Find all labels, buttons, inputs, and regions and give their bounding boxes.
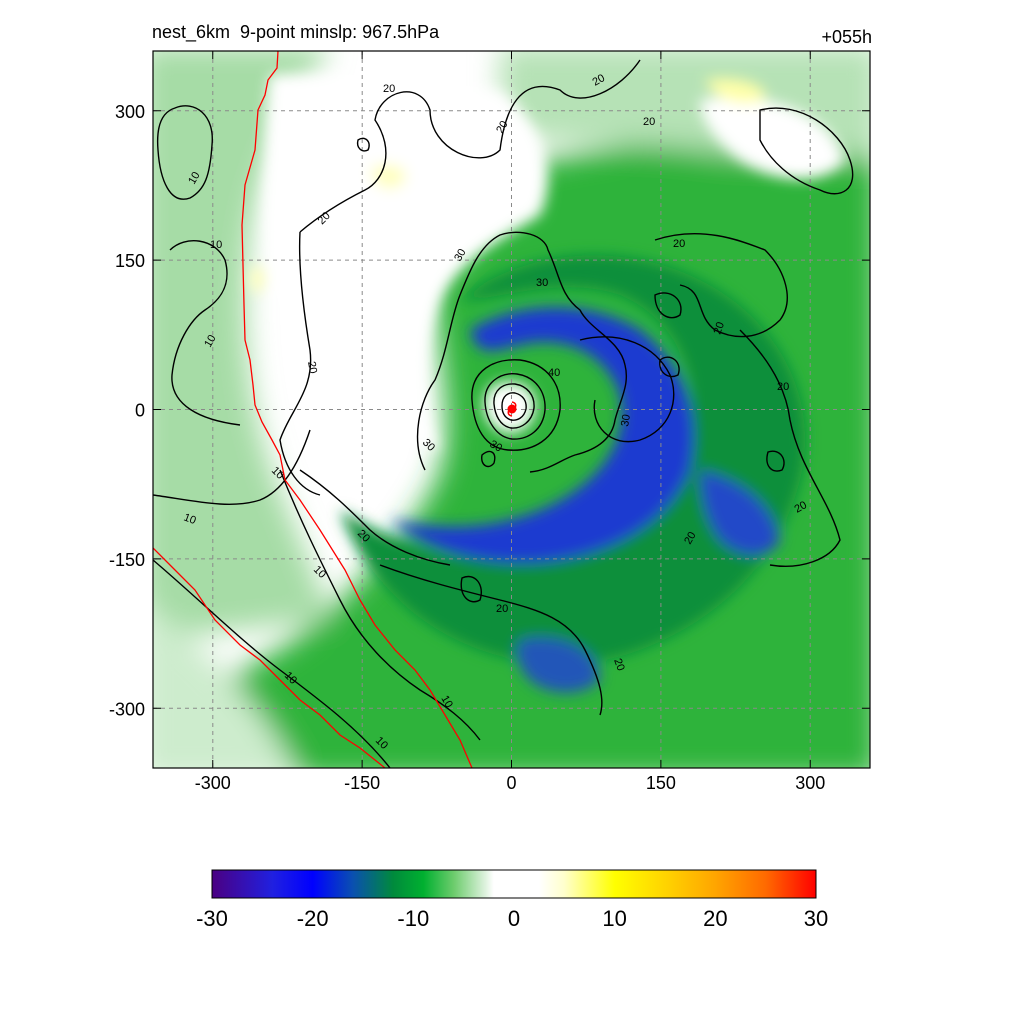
contour-label-20: 20 <box>494 119 511 136</box>
contour-10-south-left <box>153 559 391 768</box>
coastline-south <box>153 547 386 768</box>
x-tick-label: -150 <box>344 773 380 793</box>
y-tick-label: 300 <box>115 102 145 122</box>
contour-10-southwest <box>153 429 311 505</box>
contour-10-west <box>169 240 241 426</box>
contour-label-30: 30 <box>452 247 469 264</box>
colorbar: -30 -20 -10 0 10 20 30 <box>196 869 828 931</box>
contour-20-south <box>379 564 603 716</box>
y-tick-label: 0 <box>135 401 145 421</box>
y-axis: 300 150 0 -150 -300 <box>109 102 870 719</box>
contour-labels: 10 10 10 20 20 20 20 20 20 20 20 20 20 2… <box>182 72 809 752</box>
south-blue-patch <box>516 637 600 693</box>
inner-white-region <box>263 73 548 450</box>
plot-title: nest_6km 9-point minslp: 967.5hPa <box>152 22 440 42</box>
contour-20-east <box>654 233 788 338</box>
colorbar-tick-label: 30 <box>804 906 828 931</box>
contour-20-east-lower <box>739 329 841 567</box>
contours <box>153 59 854 768</box>
yellow-patch-north <box>705 78 766 104</box>
contour-label-30: 30 <box>619 413 633 427</box>
contour-40-eye-ring <box>484 373 546 440</box>
colorbar-gradient <box>211 869 817 899</box>
contour-label-40: 40 <box>548 367 560 379</box>
northeast-white-patch <box>700 97 845 179</box>
contour-label-30: 30 <box>536 277 548 289</box>
contour-label-10: 10 <box>438 694 455 711</box>
yellow-patch-west2 <box>249 266 265 294</box>
contour-eye-ring-inner1 <box>493 383 535 429</box>
colorbar-tick-label: 20 <box>703 906 727 931</box>
y-tick-label: -150 <box>109 550 145 570</box>
colorbar-tick-label: 10 <box>602 906 626 931</box>
contour-label-10: 10 <box>186 170 203 187</box>
coastline-north <box>241 51 473 768</box>
storm-center-swirl <box>507 401 517 417</box>
contour-20-northeast <box>759 107 854 195</box>
forecast-hour: +055h <box>821 27 872 47</box>
x-axis: -300 -150 0 150 300 <box>195 51 825 793</box>
yellow-patch-west <box>370 164 406 189</box>
contour-label-20: 20 <box>611 657 626 673</box>
contour-label-20: 20 <box>643 116 655 128</box>
contour-30-east <box>579 336 675 443</box>
contour-10-south-mid <box>279 469 481 741</box>
contour-small-north <box>356 137 370 152</box>
x-tick-label: -300 <box>195 773 231 793</box>
contour-small-east2 <box>659 356 680 378</box>
contour-label-20: 20 <box>712 320 727 336</box>
contour-30-inner <box>417 231 627 473</box>
contour-20-west <box>279 231 321 496</box>
colorbar-tick-label: -20 <box>297 906 329 931</box>
shaded-field <box>153 51 870 768</box>
contour-20-northwest <box>299 59 641 233</box>
coastlines <box>153 51 473 768</box>
contour-small-se <box>766 450 785 472</box>
contour-label-10: 10 <box>182 512 198 527</box>
contour-label-20: 20 <box>793 499 810 516</box>
colorbar-tick-label: 0 <box>508 906 520 931</box>
contour-small-east <box>654 292 682 319</box>
contour-label-20: 20 <box>383 83 395 95</box>
plot-area: 10 10 10 20 20 20 20 20 20 20 20 20 20 2… <box>153 51 870 768</box>
contour-label-20: 20 <box>496 603 508 615</box>
y-tick-label: -300 <box>109 699 145 719</box>
colorbar-tick-label: -30 <box>196 906 228 931</box>
contour-label-20: 20 <box>682 530 699 547</box>
contour-10-northwest <box>156 105 213 200</box>
contour-30-eye-ring <box>471 359 561 451</box>
southwest-light-band <box>153 609 294 768</box>
spiral-band-dark-green <box>340 255 806 665</box>
spiral-band-blue <box>390 307 694 564</box>
x-tick-label: 300 <box>795 773 825 793</box>
contour-label-20: 20 <box>777 381 789 393</box>
contour-small-eye-west <box>481 450 496 468</box>
x-tick-label: 150 <box>646 773 676 793</box>
contour-20-southwest <box>299 469 451 566</box>
contour-label-20: 20 <box>673 238 685 250</box>
x-tick-label: 0 <box>506 773 516 793</box>
west-light-green <box>153 51 330 639</box>
southeast-blue-patch <box>700 470 780 555</box>
y-tick-label: 150 <box>115 251 145 271</box>
contour-label-20: 20 <box>591 72 608 89</box>
storm-center-marker <box>507 401 517 417</box>
colorbar-ticks: -30 -20 -10 0 10 20 30 <box>196 906 828 931</box>
colorbar-tick-label: -10 <box>397 906 429 931</box>
contour-label-30: 30 <box>488 438 505 455</box>
contour-label-10: 10 <box>202 333 219 350</box>
contour-label-10: 10 <box>210 239 222 251</box>
contour-eye-ring-inner2 <box>501 392 527 421</box>
contour-label-20: 20 <box>305 360 319 374</box>
contour-small-south <box>460 575 482 603</box>
